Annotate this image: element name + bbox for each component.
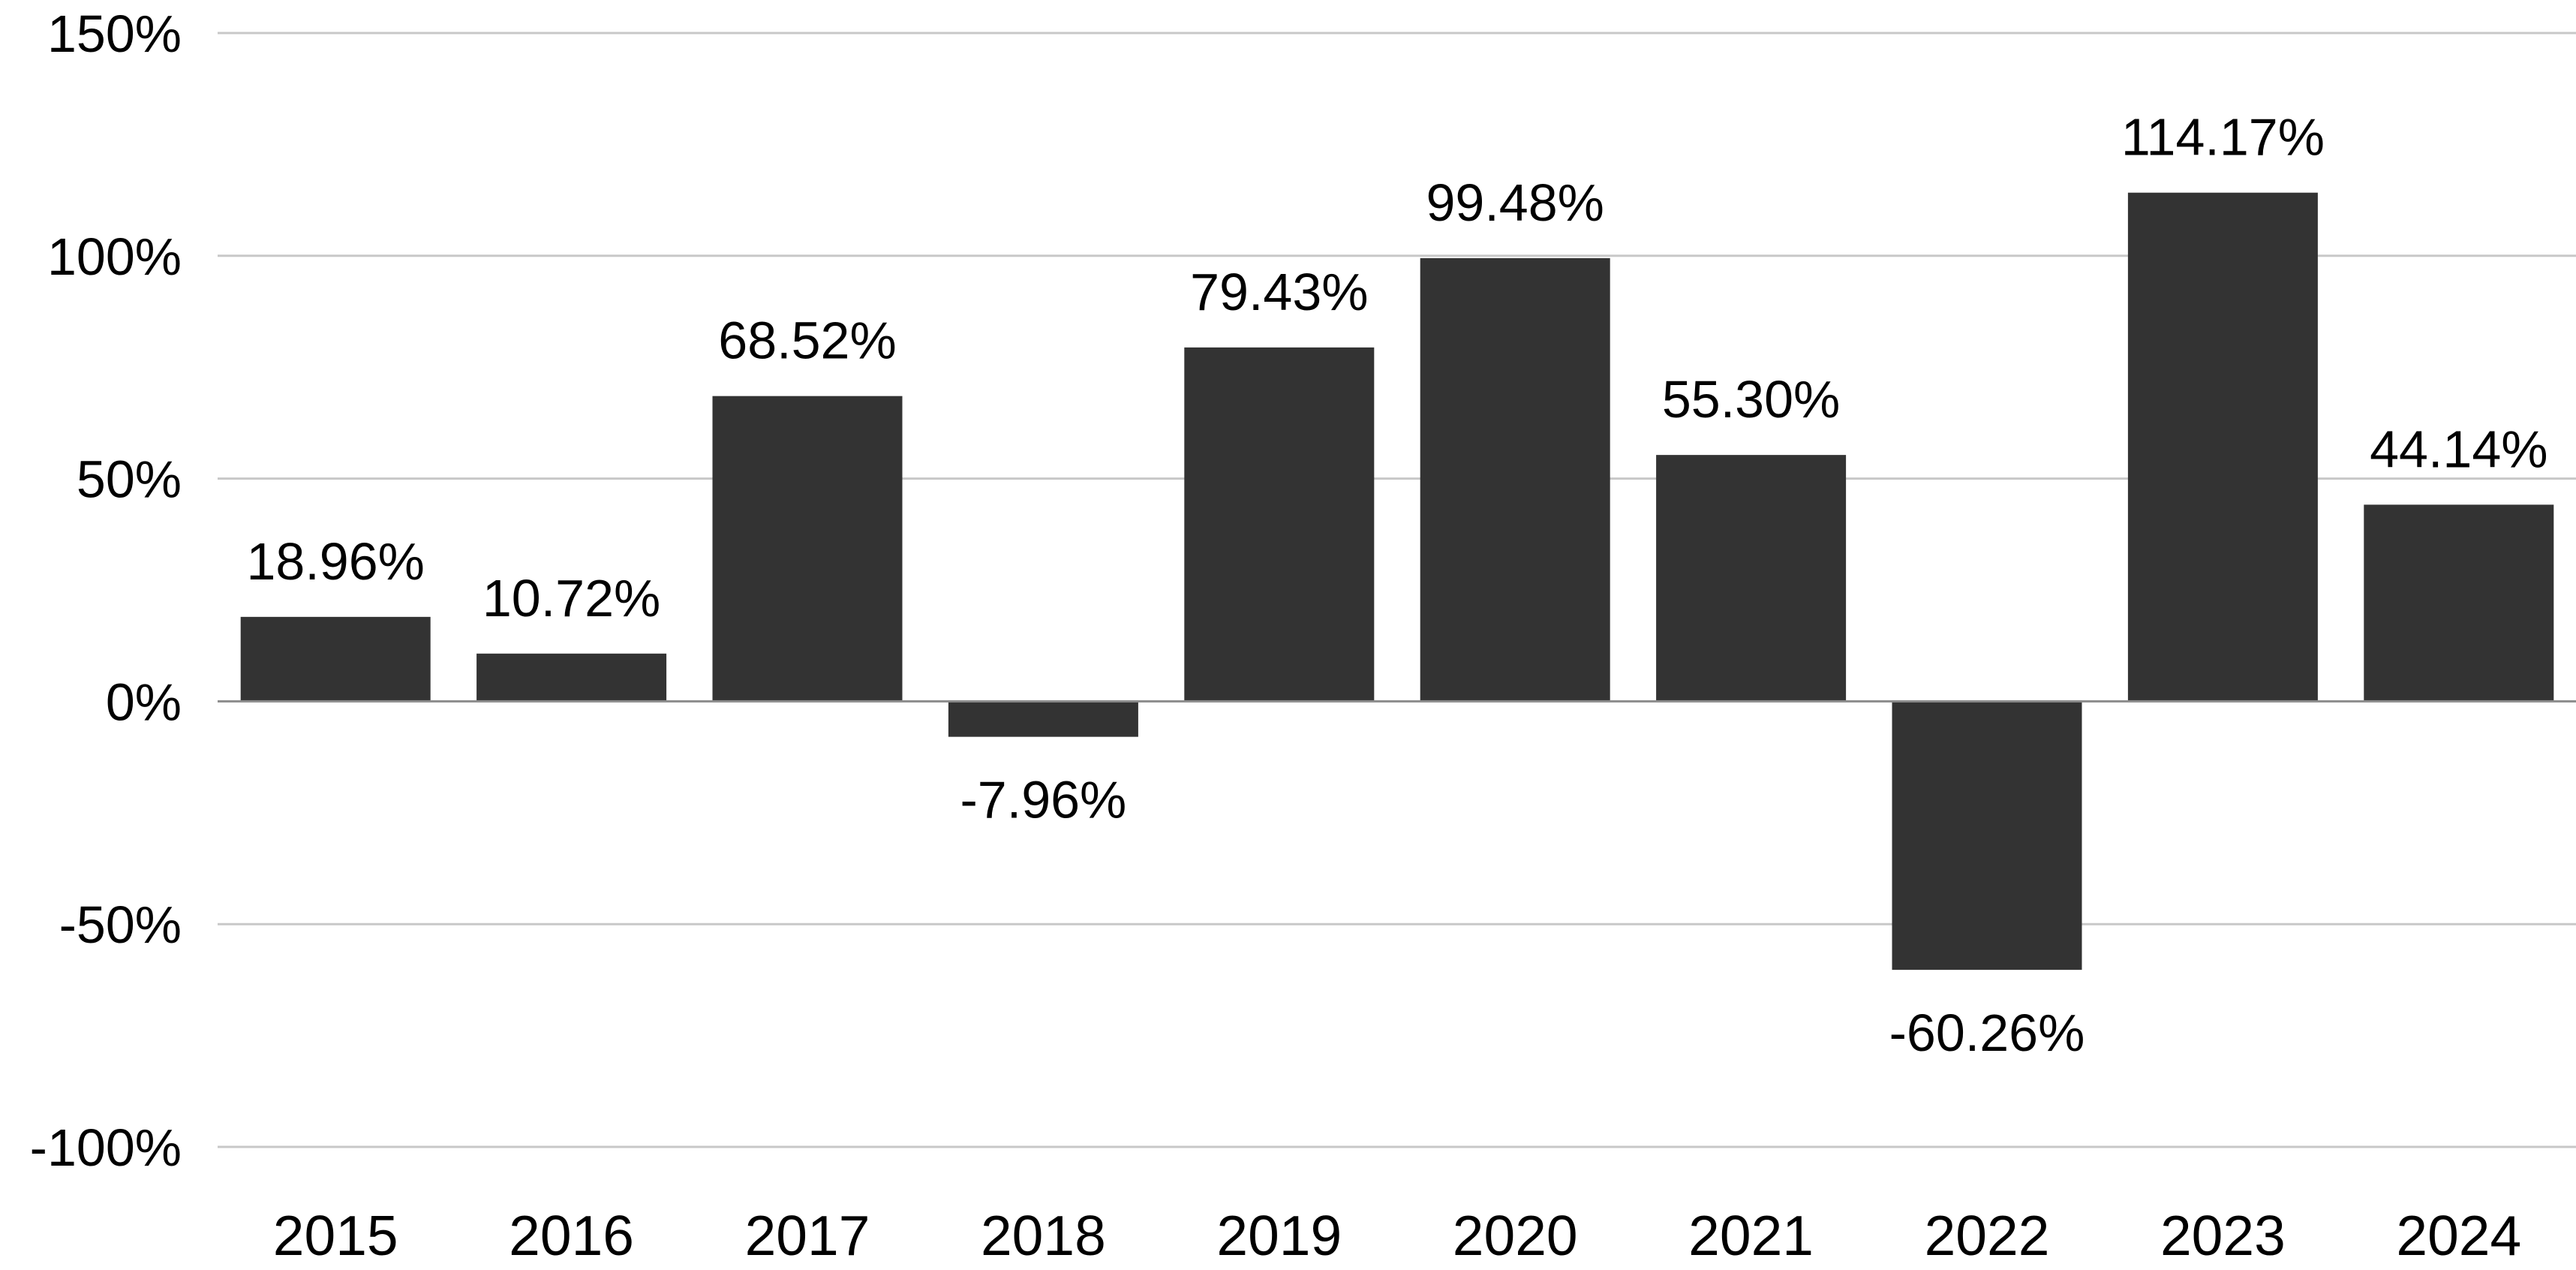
x-category-label: 2017: [745, 1204, 870, 1267]
x-category-label: 2020: [1453, 1204, 1578, 1267]
bar: [476, 653, 667, 702]
y-tick-label: -50%: [59, 895, 182, 954]
y-tick-label: 0%: [106, 673, 182, 731]
data-label: 99.48%: [1426, 173, 1604, 232]
y-tick-label: 100%: [47, 227, 182, 286]
x-category-label: 2022: [1925, 1204, 2050, 1267]
bars: [240, 192, 2554, 971]
bar: [1656, 455, 1847, 702]
data-label: -7.96%: [960, 771, 1127, 829]
x-category-label: 2016: [509, 1204, 634, 1267]
y-tick-label: 50%: [77, 450, 182, 509]
data-label: 55.30%: [1662, 370, 1840, 429]
data-label: 10.72%: [482, 569, 660, 627]
data-label: 18.96%: [246, 532, 424, 591]
bar: [1420, 257, 1610, 702]
x-category-label: 2024: [2396, 1204, 2521, 1267]
bar: [240, 616, 431, 702]
y-axis-tick-labels: 150% 100% 50% 0% -50% -100%: [30, 5, 182, 1177]
data-label: -60.26%: [1889, 1004, 2085, 1062]
data-labels: 18.96% 10.72% 68.52% -7.96% 79.43% 99.48% 55.3…: [246, 108, 2547, 1062]
bar: [2127, 192, 2318, 702]
bar: [2364, 504, 2554, 702]
bar: [712, 396, 903, 702]
x-category-label: 2019: [1216, 1204, 1342, 1267]
y-tick-label: 150%: [47, 5, 182, 63]
x-category-label: 2018: [981, 1204, 1106, 1267]
bar: [1892, 701, 2082, 971]
data-label: 68.52%: [718, 311, 896, 370]
data-label: 114.17%: [2121, 108, 2325, 167]
bar: [948, 701, 1138, 737]
x-category-label: 2015: [273, 1204, 398, 1267]
bar: [1184, 347, 1375, 702]
x-axis-category-labels: 2015 2016 2017 2018 2019 2020 2021 2022 2023 2024: [273, 1204, 2521, 1267]
data-label: 44.14%: [2370, 420, 2547, 478]
x-category-label: 2021: [1688, 1204, 1814, 1267]
x-category-label: 2023: [2160, 1204, 2286, 1267]
y-tick-label: -100%: [30, 1118, 182, 1177]
data-label: 79.43%: [1190, 263, 1368, 321]
